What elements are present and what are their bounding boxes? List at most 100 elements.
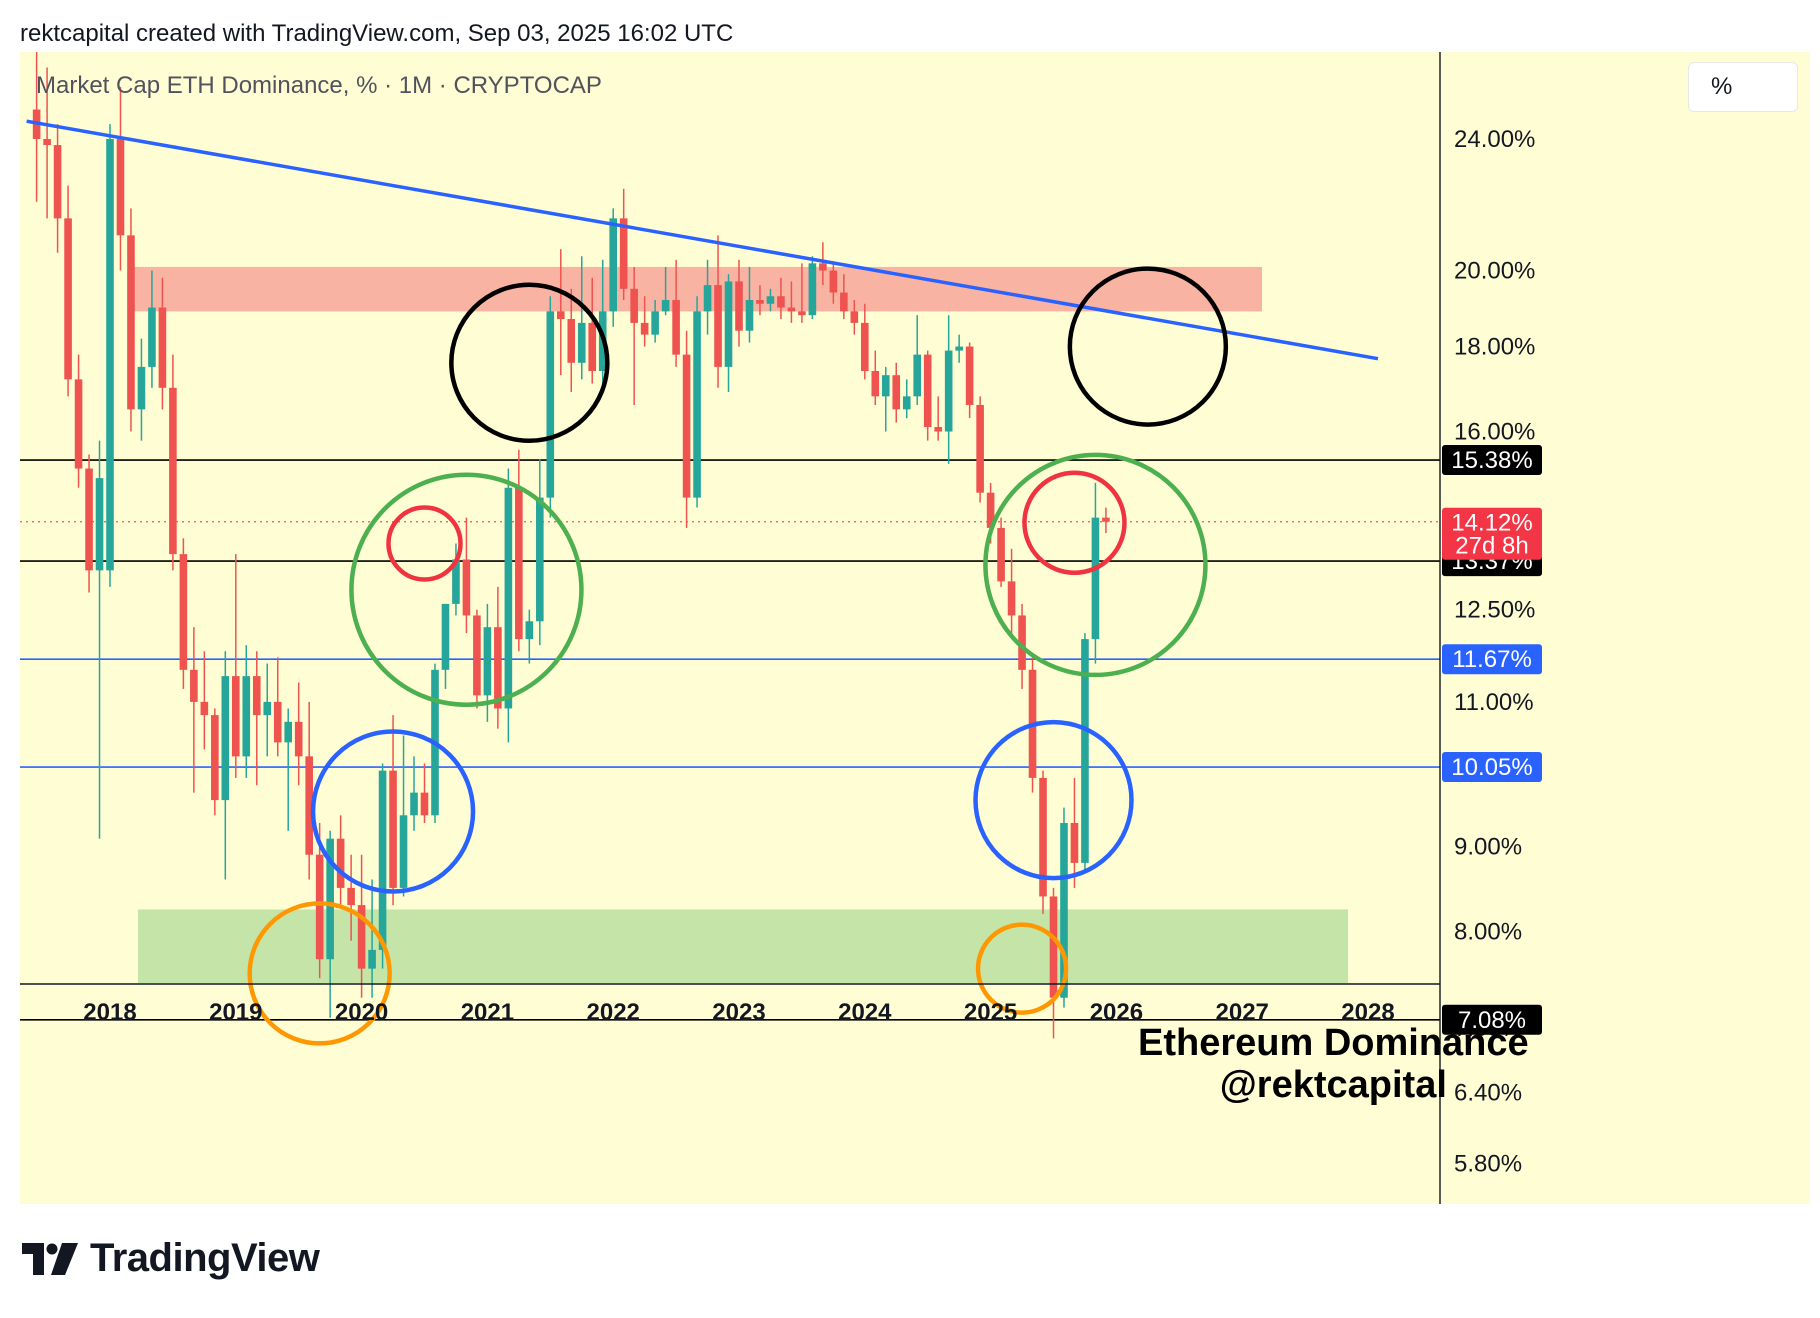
candle [567, 288, 576, 393]
candle-body [326, 838, 334, 960]
candle [944, 315, 953, 464]
annotation-circle-6 [973, 719, 1134, 881]
candle-body [661, 299, 670, 312]
x-tick-label: 2021 [461, 999, 514, 1026]
y-tick-label: 5.80% [1454, 1151, 1522, 1178]
candle-body [1081, 639, 1089, 863]
candle [43, 67, 51, 219]
trendline-layer [26, 119, 1379, 361]
candle [735, 259, 743, 347]
candle [494, 586, 502, 729]
candle [242, 645, 251, 778]
y-tick-label: 24.00% [1454, 126, 1535, 153]
candle [777, 277, 785, 320]
annotation-circle-2 [349, 472, 584, 707]
candle-body [913, 354, 922, 397]
candle-body [556, 311, 565, 320]
candle-body [420, 792, 429, 816]
x-tick-label: 2027 [1216, 999, 1269, 1026]
candle-body [242, 676, 251, 757]
candle [682, 330, 691, 528]
candle [452, 543, 460, 616]
candle [965, 342, 974, 419]
candle-body [64, 218, 72, 380]
candle [410, 756, 418, 831]
candle-body [934, 427, 942, 432]
symbol-legend[interactable]: Market Cap ETH Dominance, % · 1M · CRYPT… [36, 72, 602, 99]
candle-body [399, 815, 408, 888]
candle [315, 823, 324, 979]
candle-body [336, 838, 345, 888]
candle [462, 517, 471, 634]
candle [1102, 507, 1110, 534]
candle-body [682, 354, 691, 498]
percent-scale-button[interactable]: % [1688, 62, 1798, 112]
candle-body [567, 319, 576, 363]
candle-body [452, 559, 460, 604]
y-tick-label: 11.00% [1454, 689, 1534, 716]
candle-body [273, 701, 282, 743]
y-tick-label: 20.00% [1454, 258, 1535, 285]
annotation-circle-4 [449, 282, 610, 444]
candle-body [116, 139, 125, 236]
candle [1049, 887, 1058, 1039]
candle-body [881, 375, 890, 397]
x-tick-label: 2028 [1341, 999, 1394, 1026]
candle [703, 259, 712, 335]
chart-frame: 24.00% 20.00% 18.00% 16.00% 12.50% 11.00% 9.00… [20, 52, 1810, 1204]
price-badge-label: 15.38% [1451, 447, 1532, 474]
candle-body [127, 235, 135, 410]
tradingview-brand: TradingView [90, 1236, 320, 1280]
candle [441, 603, 450, 689]
candle [850, 299, 859, 335]
y-tick-label: 9.00% [1454, 834, 1522, 861]
candle-body [263, 701, 272, 716]
candle [997, 517, 1005, 587]
candle [902, 379, 911, 419]
candle [504, 468, 513, 743]
candlestick-chart[interactable]: 24.00% 20.00% 18.00% 16.00% 12.50% 11.00% 9.00… [20, 52, 1810, 1204]
candle-body [169, 387, 177, 555]
candle [745, 266, 754, 343]
candle [169, 354, 177, 571]
candle [609, 208, 617, 327]
candle [881, 366, 890, 432]
candle-body [777, 296, 785, 308]
tradingview-logo-icon [22, 1242, 78, 1275]
candle [955, 334, 963, 363]
candle [158, 277, 167, 410]
candle-body [148, 307, 156, 367]
candle-body [95, 478, 104, 571]
candle [892, 362, 901, 423]
candle [294, 682, 303, 786]
candle-body [294, 721, 303, 757]
candle [525, 609, 534, 664]
candle [1007, 548, 1016, 634]
candle [357, 854, 366, 998]
candle-body [211, 715, 219, 801]
price-badge [1442, 445, 1542, 476]
candle-body [577, 322, 586, 363]
candle [923, 350, 932, 441]
candle [861, 303, 869, 380]
candle-body [997, 527, 1005, 582]
candle-body [840, 292, 848, 312]
price-badge [1442, 752, 1542, 783]
price-badge-label: 14.12% [1451, 510, 1532, 537]
candle-body [724, 281, 733, 367]
candle-body [546, 311, 555, 498]
candle-body [410, 792, 418, 816]
candle [672, 259, 680, 367]
candle [661, 266, 670, 316]
x-tick-label: 2020 [335, 999, 388, 1026]
candle-body [588, 322, 597, 372]
candle-body [651, 311, 659, 335]
candle [263, 663, 272, 757]
candle-body [179, 554, 188, 670]
candle [724, 274, 733, 393]
candle [630, 266, 638, 405]
candle-body [43, 139, 51, 146]
tradingview-footer[interactable]: TradingView [22, 1236, 320, 1281]
candle-body [819, 263, 827, 271]
candle [95, 440, 104, 839]
